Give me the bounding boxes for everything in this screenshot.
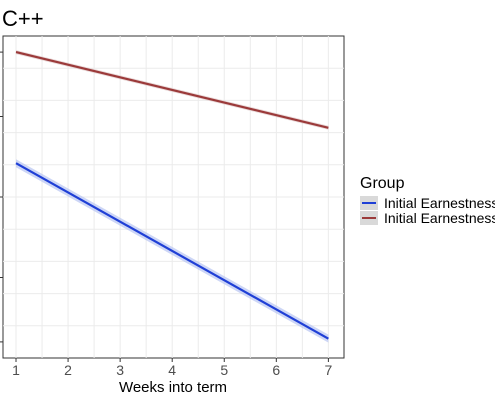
x-tick-label: 1 (12, 362, 20, 378)
legend-title: Group (360, 175, 405, 192)
grid (0, 36, 344, 358)
x-tick-label: 7 (324, 362, 332, 378)
x-tick-label: 5 (220, 362, 228, 378)
x-tick-label: 3 (116, 362, 124, 378)
legend-label-2: Initial Earnestness (384, 210, 495, 226)
chart-title: C++ (2, 6, 44, 31)
x-tick-label: 2 (64, 362, 72, 378)
x-tick-label: 6 (272, 362, 280, 378)
legend-label-1: Initial Earnestness (384, 195, 495, 211)
series-1-line (15, 162, 329, 340)
x-tick-label: 4 (168, 362, 176, 378)
series-2-line (15, 51, 329, 129)
x-axis-label: Weeks into term (119, 379, 227, 396)
x-axis-ticks: 1 2 3 4 5 6 7 (12, 358, 332, 378)
series-group (15, 50, 329, 343)
